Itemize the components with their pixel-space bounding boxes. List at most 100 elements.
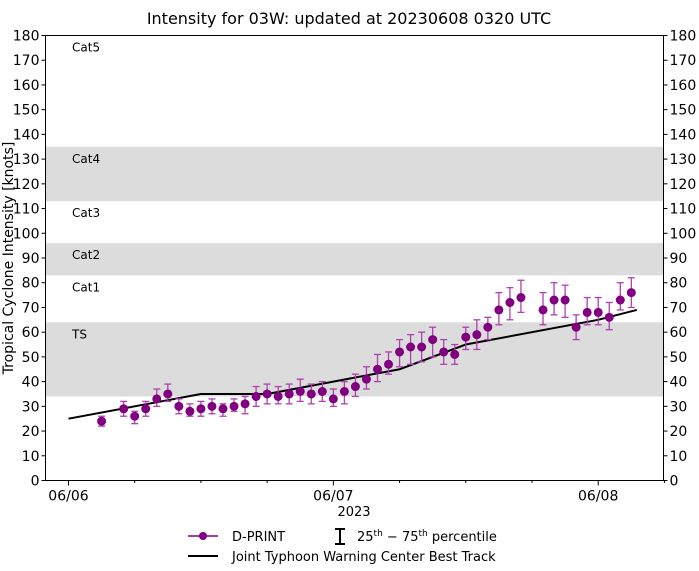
- y-tick-label-left: 50: [22, 350, 40, 366]
- y-axis-label: Tropical Cyclone Intensity [knots]: [1, 142, 17, 376]
- dprint-point: [483, 322, 493, 332]
- dprint-point: [328, 394, 338, 404]
- dprint-point: [295, 387, 305, 396]
- category-labels: TS Cat1 Cat2 Cat3 Cat4 Cat5: [71, 41, 100, 342]
- y-tick-label-right: 150: [670, 103, 697, 119]
- y-tick-label-right: 170: [670, 53, 697, 69]
- y-tick-label-right: 160: [670, 78, 697, 94]
- legend: D-PRINT 25th − 75th percentile Joint Typ…: [188, 528, 497, 565]
- dprint-point: [152, 394, 162, 404]
- x-tick-label: 06/08: [578, 489, 618, 505]
- y-axis-right: 0 10 20 30 40 50 60 70 80 90 100 110 120 130 140 150 160…: [663, 29, 697, 490]
- band-cat2: [45, 243, 664, 276]
- dprint-point: [626, 288, 636, 298]
- y-tick-label-right: 30: [670, 399, 688, 415]
- dprint-point: [130, 411, 140, 421]
- dprint-point: [339, 387, 349, 396]
- dprint-point: [472, 330, 482, 340]
- dprint-point: [141, 404, 151, 414]
- dprint-point: [185, 406, 195, 416]
- dprint-point: [516, 293, 526, 303]
- y-axis-left: 0 10 20 30 40 50 60 70 80 90 100 110 120 130 140 150 160…: [13, 29, 46, 490]
- dprint-point: [439, 347, 449, 357]
- y-tick-label-left: 150: [13, 103, 40, 119]
- dprint-point: [163, 389, 173, 399]
- y-tick-label-left: 100: [13, 226, 40, 242]
- dprint-point: [229, 401, 239, 411]
- y-tick-label-left: 120: [13, 177, 40, 193]
- dprint-point: [361, 374, 371, 384]
- y-tick-label-left: 60: [22, 325, 40, 341]
- y-tick-label-left: 140: [13, 127, 40, 143]
- dprint-point: [538, 305, 548, 315]
- dprint-point: [384, 359, 394, 369]
- y-tick-label-left: 160: [13, 78, 40, 94]
- y-tick-label-right: 0: [670, 474, 679, 490]
- band-cat4: [45, 146, 664, 202]
- y-tick-label-right: 50: [670, 350, 688, 366]
- dprint-point: [119, 404, 129, 414]
- y-tick-label-left: 180: [13, 29, 40, 45]
- y-tick-label-right: 70: [670, 300, 688, 316]
- y-tick-label-right: 100: [670, 226, 697, 242]
- dprint-point: [615, 295, 625, 305]
- x-tick-label: 06/07: [313, 489, 353, 505]
- dprint-point: [417, 342, 427, 352]
- dprint-point: [251, 391, 261, 401]
- legend-percentile-label: 25th − 75th percentile: [357, 529, 497, 545]
- y-tick-label-left: 0: [31, 474, 40, 490]
- y-tick-label-right: 130: [670, 152, 697, 168]
- band-label-cat4: Cat4: [72, 152, 100, 166]
- y-tick-label-left: 90: [22, 251, 40, 267]
- y-tick-label-right: 10: [670, 449, 688, 465]
- band-label-cat5: Cat5: [72, 41, 100, 55]
- x-axis-label: 2023: [337, 505, 370, 520]
- y-tick-label-left: 30: [22, 399, 40, 415]
- y-tick-label-left: 110: [13, 202, 40, 218]
- y-tick-label-right: 80: [670, 276, 688, 292]
- y-tick-label-right: 60: [670, 325, 688, 341]
- y-tick-label-left: 20: [22, 424, 40, 440]
- band-label-cat2: Cat2: [72, 248, 100, 262]
- y-tick-label-left: 70: [22, 300, 40, 316]
- dprint-point: [372, 364, 382, 374]
- legend-dprint-label: D-PRINT: [232, 530, 285, 545]
- y-tick-label-left: 130: [13, 152, 40, 168]
- dprint-point: [207, 401, 217, 411]
- dprint-point: [494, 305, 504, 315]
- dprint-point: [97, 416, 107, 426]
- dprint-point: [593, 307, 603, 317]
- legend-dprint-marker: [199, 532, 207, 540]
- dprint-point: [571, 322, 581, 332]
- dprint-point: [604, 312, 614, 322]
- y-tick-label-left: 170: [13, 53, 40, 69]
- dprint-point: [505, 298, 515, 307]
- dprint-point: [240, 399, 250, 409]
- y-tick-label-right: 120: [670, 177, 697, 193]
- legend-besttrack-label: Joint Typhoon Warning Center Best Track: [231, 550, 496, 565]
- dprint-point: [395, 347, 405, 357]
- dprint-point: [549, 295, 559, 305]
- legend-errorbar-icon: [335, 528, 345, 545]
- dprint-point: [406, 342, 416, 352]
- chart-title: Intensity for 03W: updated at 20230608 0…: [147, 9, 551, 28]
- dprint-point: [582, 307, 592, 317]
- dprint-point: [262, 389, 272, 399]
- y-tick-label-left: 80: [22, 276, 40, 292]
- band-label-cat1: Cat1: [72, 280, 100, 294]
- y-tick-label-right: 40: [670, 375, 688, 391]
- y-tick-label-right: 140: [670, 127, 697, 143]
- y-tick-label-right: 110: [670, 202, 697, 218]
- dprint-point: [196, 404, 206, 414]
- x-tick-label: 06/06: [48, 489, 88, 505]
- y-tick-label-left: 10: [22, 449, 40, 465]
- y-tick-label-right: 180: [670, 29, 697, 45]
- dprint-point: [218, 404, 228, 414]
- dprint-point: [273, 391, 283, 401]
- dprint-point: [428, 335, 438, 345]
- dprint-point: [284, 389, 294, 399]
- band-label-ts: TS: [71, 327, 87, 341]
- band-label-cat3: Cat3: [72, 206, 100, 220]
- dprint-point: [306, 389, 316, 399]
